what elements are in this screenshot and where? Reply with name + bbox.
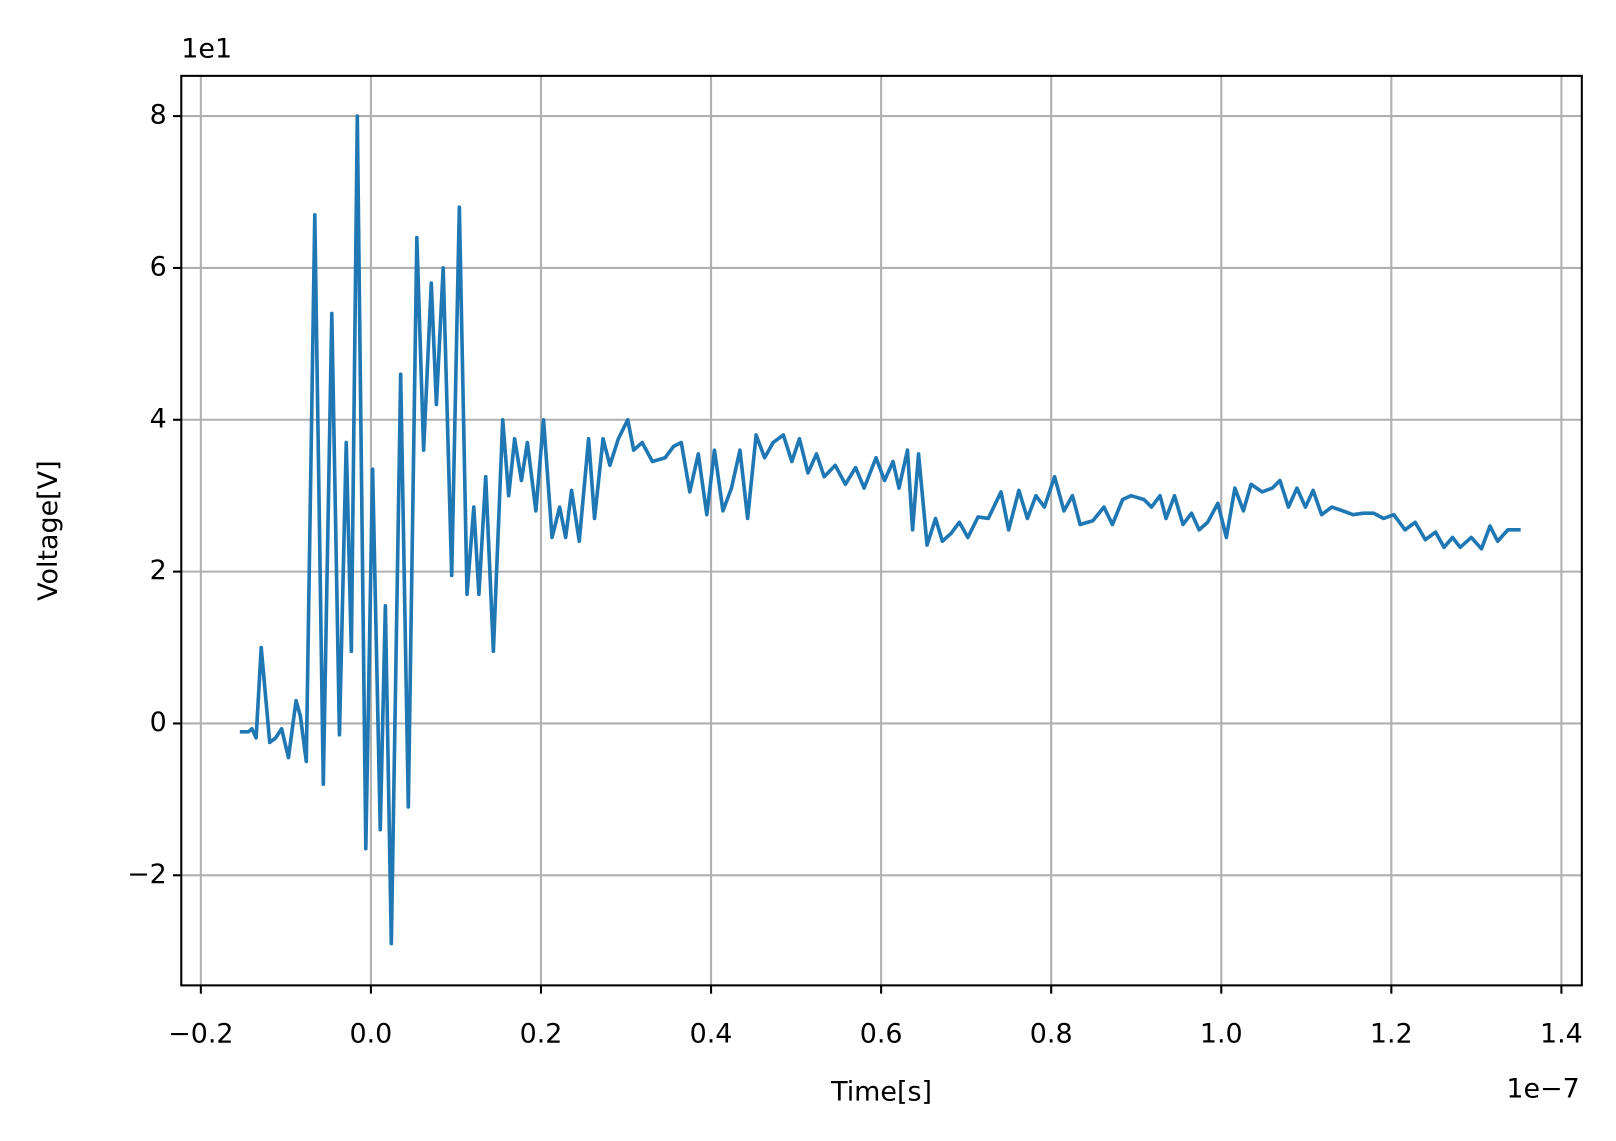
y-tick-label: 6: [150, 251, 167, 282]
y-tick-label: 2: [150, 555, 167, 586]
plot-frame: [180, 74, 1583, 987]
x-tick-label: 0.4: [690, 1019, 733, 1050]
x-tick-label: −0.2: [168, 1019, 233, 1050]
x-tick-label: 0.8: [1030, 1019, 1073, 1050]
x-axis-label: Time[s]: [830, 1077, 932, 1108]
y-tick-label: −2: [127, 859, 167, 890]
y-tick-label: 0: [150, 707, 167, 738]
y-offset-text: 1e1: [181, 33, 232, 64]
x-offset-text: 1e−7: [1506, 1074, 1579, 1105]
y-axis-label: Voltage[V]: [33, 460, 64, 600]
y-tick-label: 8: [150, 100, 167, 131]
x-tick-label: 0.0: [349, 1019, 392, 1050]
x-tick-label: 1.0: [1200, 1019, 1243, 1050]
x-tick-label: 1.2: [1370, 1019, 1413, 1050]
y-tick-label: 4: [150, 403, 167, 434]
x-tick-label: 0.2: [520, 1019, 563, 1050]
x-tick-label: 0.6: [860, 1019, 903, 1050]
x-tick-label: 1.4: [1540, 1019, 1583, 1050]
data-line: [239, 114, 1521, 946]
